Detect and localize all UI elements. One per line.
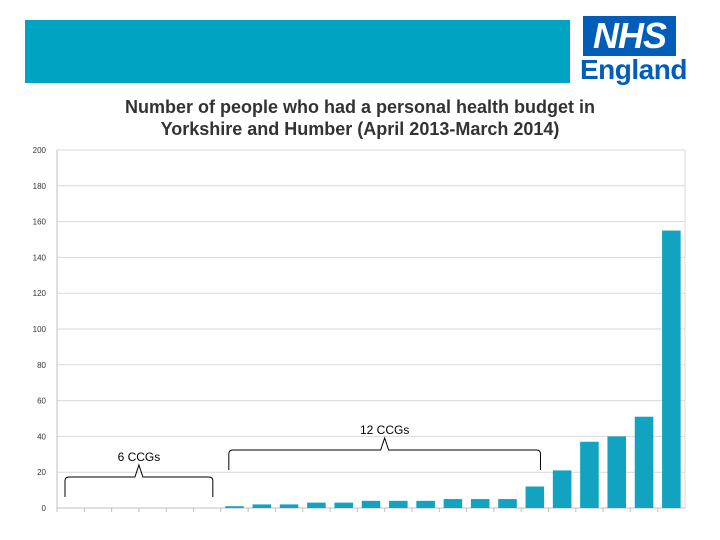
annotation-brace — [64, 463, 214, 497]
y-tick-label: 60 — [37, 397, 46, 406]
bar — [580, 441, 599, 508]
bar — [634, 416, 654, 508]
bar — [552, 470, 572, 508]
y-tick-label: 80 — [37, 361, 46, 370]
annotation-label: 12 CCGs — [360, 423, 409, 437]
bar — [279, 504, 299, 508]
chart-title-line-1: Number of people who had a personal heal… — [124, 97, 596, 117]
y-tick-label: 100 — [33, 325, 47, 334]
y-tick-label: 200 — [33, 146, 47, 155]
nhs-logo-box: NHS — [583, 16, 676, 56]
bar — [470, 499, 490, 508]
y-tick-label: 180 — [33, 182, 47, 191]
header-band — [25, 20, 570, 83]
y-tick-label: 140 — [33, 253, 47, 262]
annotation-brace — [228, 436, 541, 470]
y-tick-label: 120 — [33, 289, 47, 298]
y-tick-label: 20 — [37, 468, 46, 477]
bar — [225, 506, 244, 508]
bar — [334, 502, 353, 508]
bar — [443, 499, 463, 508]
bar — [389, 500, 408, 508]
bar — [525, 486, 545, 508]
y-tick-label: 160 — [33, 218, 47, 227]
bar — [252, 504, 272, 508]
bar — [662, 230, 681, 509]
chart-title-line-2: Yorkshire and Humber (April 2013-March 2… — [160, 119, 560, 139]
chart-title: Number of people who had a personal heal… — [60, 96, 660, 140]
bar — [416, 500, 435, 508]
y-tick-label: 40 — [37, 432, 46, 441]
bar — [498, 499, 517, 508]
y-tick-label: 0 — [42, 504, 47, 513]
bar — [607, 436, 627, 508]
logo-england-text: England — [580, 54, 687, 85]
annotation-label: 6 CCGs — [118, 450, 161, 464]
bar — [307, 502, 326, 508]
nhs-england-logo: NHS England — [576, 14, 700, 90]
bar — [361, 500, 381, 508]
